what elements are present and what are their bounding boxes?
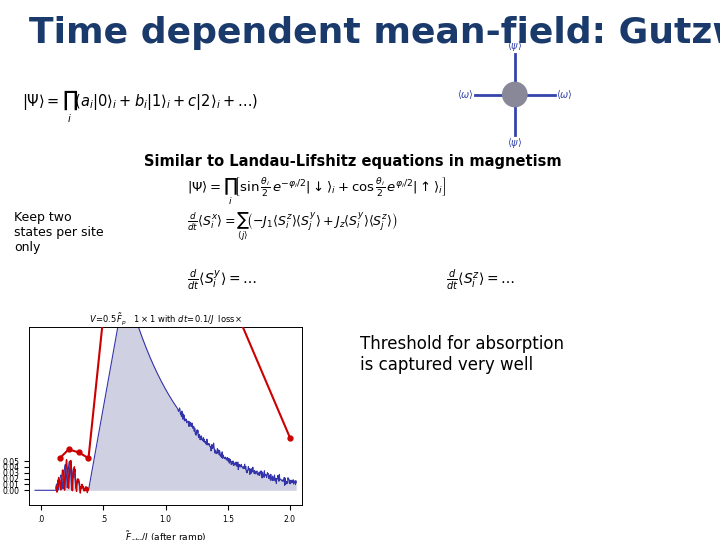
Text: $\frac{d}{dt}\langle S_i^y\rangle = \ldots$: $\frac{d}{dt}\langle S_i^y\rangle = \ldo… [187, 267, 257, 292]
Text: $|\Psi\rangle = \prod_i (a_i|0\rangle_i + b_i|1\rangle_i + c|2\rangle_i + \ldots: $|\Psi\rangle = \prod_i (a_i|0\rangle_i … [22, 89, 258, 125]
Text: $\langle\omega\rangle$: $\langle\omega\rangle$ [556, 88, 573, 101]
Text: Time dependent mean-field: Gutzwiller: Time dependent mean-field: Gutzwiller [29, 16, 720, 50]
Text: Threshold for absorption
is captured very well: Threshold for absorption is captured ver… [360, 335, 564, 374]
Text: $|\Psi\rangle = \prod_i \left[\sin\frac{\theta_i}{2}\,e^{-\varphi_i/2}|\downarro: $|\Psi\rangle = \prod_i \left[\sin\frac{… [187, 176, 447, 207]
Title: $V\!=\!0.5\,\tilde{F}_p$   $1\times1$ with $dt\!=\!0.1/J$  loss$\times$: $V\!=\!0.5\,\tilde{F}_p$ $1\times1$ with… [89, 311, 242, 327]
Text: $\langle\omega\rangle$: $\langle\omega\rangle$ [456, 88, 474, 101]
Text: Similar to Landau-Lifshitz equations in magnetism: Similar to Landau-Lifshitz equations in … [144, 154, 562, 169]
X-axis label: $\tilde{F}_{abs}/J$ (after ramp): $\tilde{F}_{abs}/J$ (after ramp) [125, 529, 207, 540]
Text: Keep two
states per site
only: Keep two states per site only [14, 211, 104, 254]
Text: $\langle\psi\rangle$: $\langle\psi\rangle$ [507, 39, 523, 53]
Text: $\frac{d}{dt}\langle S_i^x\rangle = \sum_{\langle j\rangle}\!\left(-J_1\langle S: $\frac{d}{dt}\langle S_i^x\rangle = \sum… [187, 211, 398, 243]
Circle shape [503, 82, 527, 107]
Text: $\frac{d}{dt}\langle S_i^z\rangle = \ldots$: $\frac{d}{dt}\langle S_i^z\rangle = \ldo… [446, 267, 516, 292]
Text: $\langle\psi\rangle$: $\langle\psi\rangle$ [507, 136, 523, 150]
